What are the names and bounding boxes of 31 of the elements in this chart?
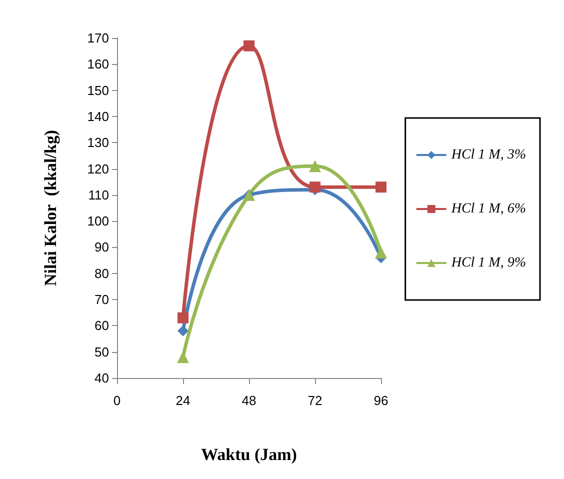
y-tick-label: 40: [94, 370, 109, 386]
point: [178, 312, 188, 324]
y-tick-label: 120: [87, 161, 109, 176]
y-tick-label: 100: [87, 214, 109, 229]
y-tick-label: 170: [87, 30, 109, 46]
y-tick-label: 140: [87, 108, 109, 124]
point: [177, 351, 189, 364]
point: [375, 246, 387, 258]
legend-label: HCl 1 M, 3%: [450, 148, 526, 162]
point: [244, 40, 254, 52]
y-tick-label: 130: [87, 135, 109, 150]
x-tick-label: 0: [113, 393, 121, 408]
y-tick-label: 60: [94, 318, 109, 334]
x-axis-title: Waktu (Jam): [201, 445, 297, 464]
point: [178, 325, 188, 336]
y-axis-title: Nilai Kalor (kkal/kg): [41, 130, 60, 286]
y-tick-label: 150: [87, 82, 109, 98]
x-tick-label: 48: [242, 393, 256, 408]
x-tick-label: 72: [308, 393, 322, 408]
point: [376, 182, 386, 193]
y-tick-label: 70: [94, 292, 109, 308]
x-tick-label: 24: [176, 393, 190, 408]
x-tick-label: 96: [374, 393, 388, 408]
y-tick-label: 50: [94, 344, 109, 360]
y-tick-label: 160: [87, 56, 109, 72]
y-tick-label: 110: [88, 187, 109, 202]
point: [309, 160, 321, 172]
y-tick-label: 80: [94, 266, 109, 281]
legend-label: HCl 1 M, 9%: [450, 256, 526, 270]
y-tick-label: 90: [94, 240, 109, 255]
legend-label: HCl 1 M, 6%: [450, 202, 526, 216]
